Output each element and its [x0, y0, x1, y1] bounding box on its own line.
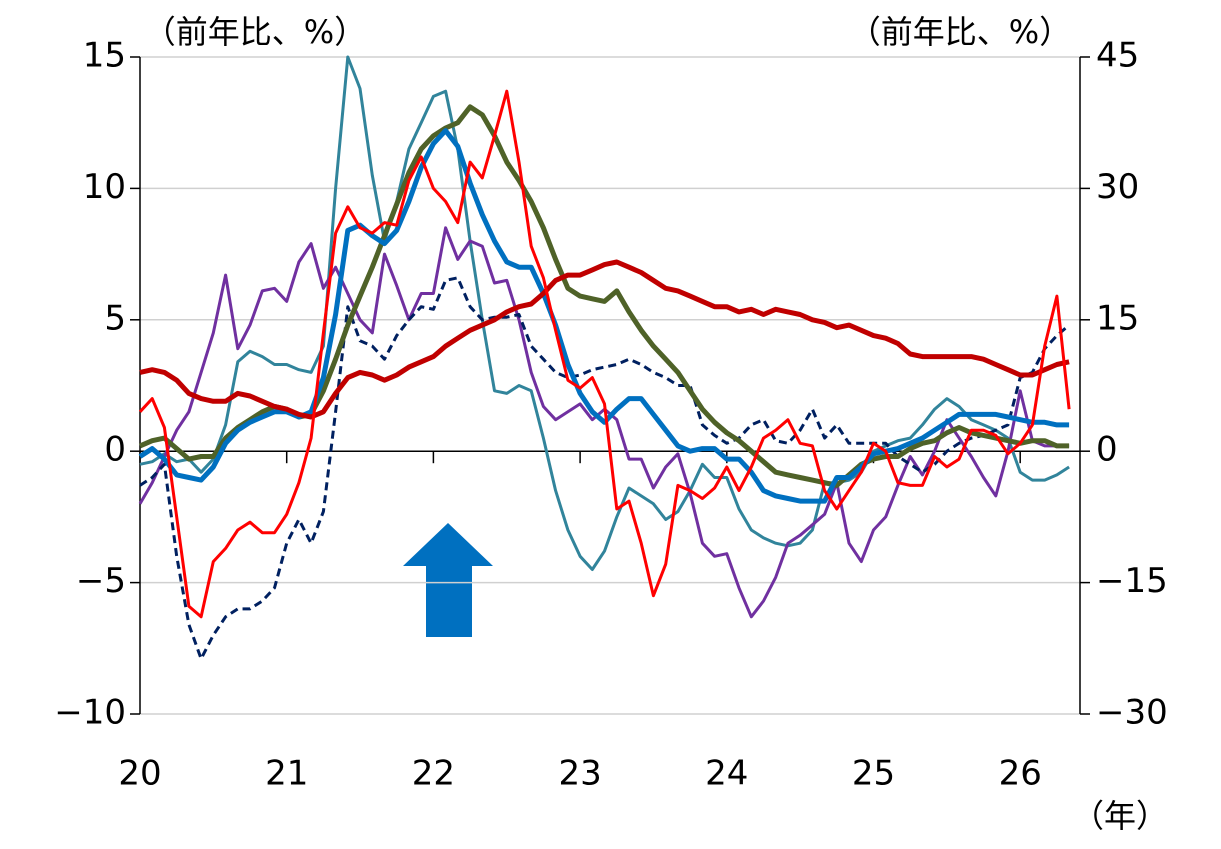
- x-tick-label: 26: [999, 754, 1042, 794]
- y-tick-label: 10: [83, 167, 126, 207]
- y-tick-label: −5: [76, 561, 126, 601]
- x-tick-label: 21: [265, 754, 308, 794]
- series-line: [139, 259, 1070, 420]
- y2-tick-label: 0: [1096, 430, 1118, 470]
- series-line: [139, 104, 1070, 488]
- x-tick-label: 20: [118, 754, 161, 794]
- series-line: [139, 276, 1071, 661]
- y-axis-label: （前年比、%）: [144, 13, 366, 51]
- x-tick-label: 25: [852, 754, 895, 794]
- y2-axis-label: （前年比、%）: [849, 13, 1071, 51]
- y2-tick-label: 45: [1096, 36, 1139, 76]
- arrow: [403, 523, 493, 637]
- y-tick-label: 5: [104, 298, 126, 338]
- series-line: [138, 89, 1071, 619]
- y2-tick-label: 30: [1096, 167, 1139, 207]
- series-line: [138, 128, 1070, 504]
- y2-tick-label: −30: [1096, 693, 1168, 733]
- series-line: [139, 55, 1070, 571]
- x-tick-label: 22: [412, 754, 455, 794]
- y2-tick-label: −15: [1096, 561, 1168, 601]
- x-tick-label: 23: [558, 754, 601, 794]
- y-tick-label: −10: [54, 693, 126, 733]
- y-tick-label: 0: [104, 430, 126, 470]
- x-tick-label: 24: [705, 754, 748, 794]
- x-axis-label: （年）: [1072, 797, 1168, 835]
- y2-tick-label: 15: [1096, 298, 1139, 338]
- y-tick-label: 15: [83, 36, 126, 76]
